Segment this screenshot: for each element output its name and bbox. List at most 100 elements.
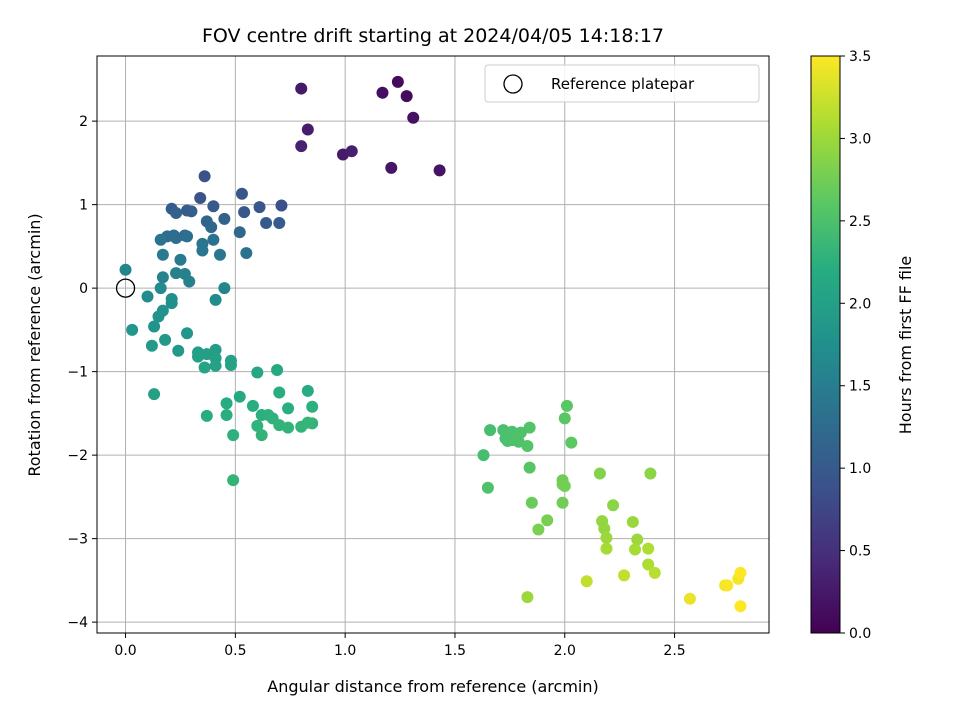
data-point — [345, 145, 358, 158]
y-tick-label: 1 — [79, 198, 88, 214]
data-point — [618, 569, 631, 582]
data-point — [525, 496, 538, 509]
data-point — [154, 233, 167, 246]
data-point — [233, 226, 246, 239]
data-point — [273, 386, 286, 399]
scatter-points — [119, 75, 747, 613]
data-point — [295, 82, 308, 95]
data-point — [207, 200, 220, 213]
data-point — [734, 600, 747, 613]
data-point — [275, 199, 288, 212]
data-point — [593, 467, 606, 480]
reference-marker-group — [115, 278, 136, 298]
data-point — [209, 359, 222, 372]
data-point — [227, 429, 240, 442]
data-point — [198, 361, 211, 374]
data-point — [148, 320, 161, 333]
data-point — [301, 384, 314, 397]
colorbar-label: Hours from first FF file — [896, 256, 915, 435]
colorbar-ticks: 0.0 0.5 1.0 1.5 2.0 2.5 3.0 3.5 — [840, 49, 871, 642]
y-tick-label: −4 — [67, 615, 88, 631]
data-point — [626, 515, 639, 528]
x-axis-ticks: 0.0 0.5 1.0 1.5 2.0 2.5 — [114, 633, 686, 659]
data-point — [220, 409, 233, 422]
data-point — [126, 323, 139, 336]
x-tick-label: 1.0 — [334, 643, 356, 659]
data-point — [481, 481, 494, 494]
data-point — [501, 434, 514, 447]
data-point — [218, 212, 231, 225]
legend-box — [484, 64, 760, 103]
data-point — [629, 543, 642, 556]
data-point — [301, 123, 314, 136]
y-tick-label: −1 — [67, 365, 88, 381]
data-point — [558, 480, 571, 493]
data-point — [407, 111, 420, 124]
x-tick-label: 2.5 — [663, 643, 685, 659]
colorbar-tick-label: 0.0 — [849, 626, 871, 642]
data-point — [514, 426, 527, 439]
data-point — [156, 271, 169, 284]
legend-reference-marker — [503, 74, 523, 94]
data-point — [207, 233, 220, 246]
data-point — [607, 499, 620, 512]
data-point — [205, 221, 218, 234]
data-point — [148, 388, 161, 401]
data-point — [260, 217, 273, 230]
data-point — [484, 424, 497, 437]
x-tick-label: 0.5 — [224, 643, 246, 659]
data-point — [238, 206, 251, 219]
data-point — [154, 282, 167, 295]
data-point — [644, 467, 657, 480]
data-point — [224, 358, 237, 371]
colorbar-tick-label: 2.0 — [849, 296, 871, 312]
legend-entry-label: Reference platepar — [551, 75, 695, 93]
data-point — [152, 310, 165, 323]
data-point — [246, 399, 259, 412]
data-point — [521, 591, 534, 604]
y-axis-label: Rotation from reference (arcmin) — [25, 213, 44, 476]
data-point — [233, 390, 246, 403]
data-point — [198, 170, 211, 183]
data-point — [213, 248, 226, 261]
x-axis-label: Angular distance from reference (arcmin) — [267, 677, 598, 696]
data-point — [301, 416, 314, 429]
data-point — [560, 399, 573, 412]
colorbar — [810, 55, 841, 634]
data-point — [119, 263, 132, 276]
data-point — [523, 461, 536, 474]
data-point — [181, 230, 194, 243]
data-point — [282, 402, 295, 415]
data-point — [227, 474, 240, 487]
y-tick-label: 0 — [79, 281, 88, 297]
data-point — [648, 566, 661, 579]
data-point — [159, 333, 172, 346]
data-point — [145, 339, 158, 352]
data-point — [391, 75, 404, 88]
data-point — [220, 397, 233, 410]
data-point — [273, 217, 286, 230]
data-point — [172, 344, 185, 357]
data-point — [192, 350, 205, 363]
x-tick-label: 2.0 — [554, 643, 576, 659]
data-point — [385, 161, 398, 174]
data-point — [141, 290, 154, 303]
x-tick-label: 0.0 — [114, 643, 136, 659]
y-axis-ticks: −4 −3 −2 −1 0 1 2 — [67, 114, 97, 631]
data-point — [218, 282, 231, 295]
data-point — [240, 247, 253, 260]
x-tick-label: 1.5 — [444, 643, 466, 659]
data-point — [734, 566, 747, 579]
data-point — [253, 201, 266, 214]
data-point — [156, 248, 169, 261]
colorbar-tick-label: 2.5 — [849, 214, 871, 230]
data-point — [200, 409, 213, 422]
data-point — [523, 421, 536, 434]
data-point — [306, 400, 319, 413]
data-point — [541, 514, 554, 527]
data-point — [556, 496, 569, 509]
data-point — [181, 327, 194, 340]
data-point — [433, 164, 446, 177]
data-point — [400, 90, 413, 103]
